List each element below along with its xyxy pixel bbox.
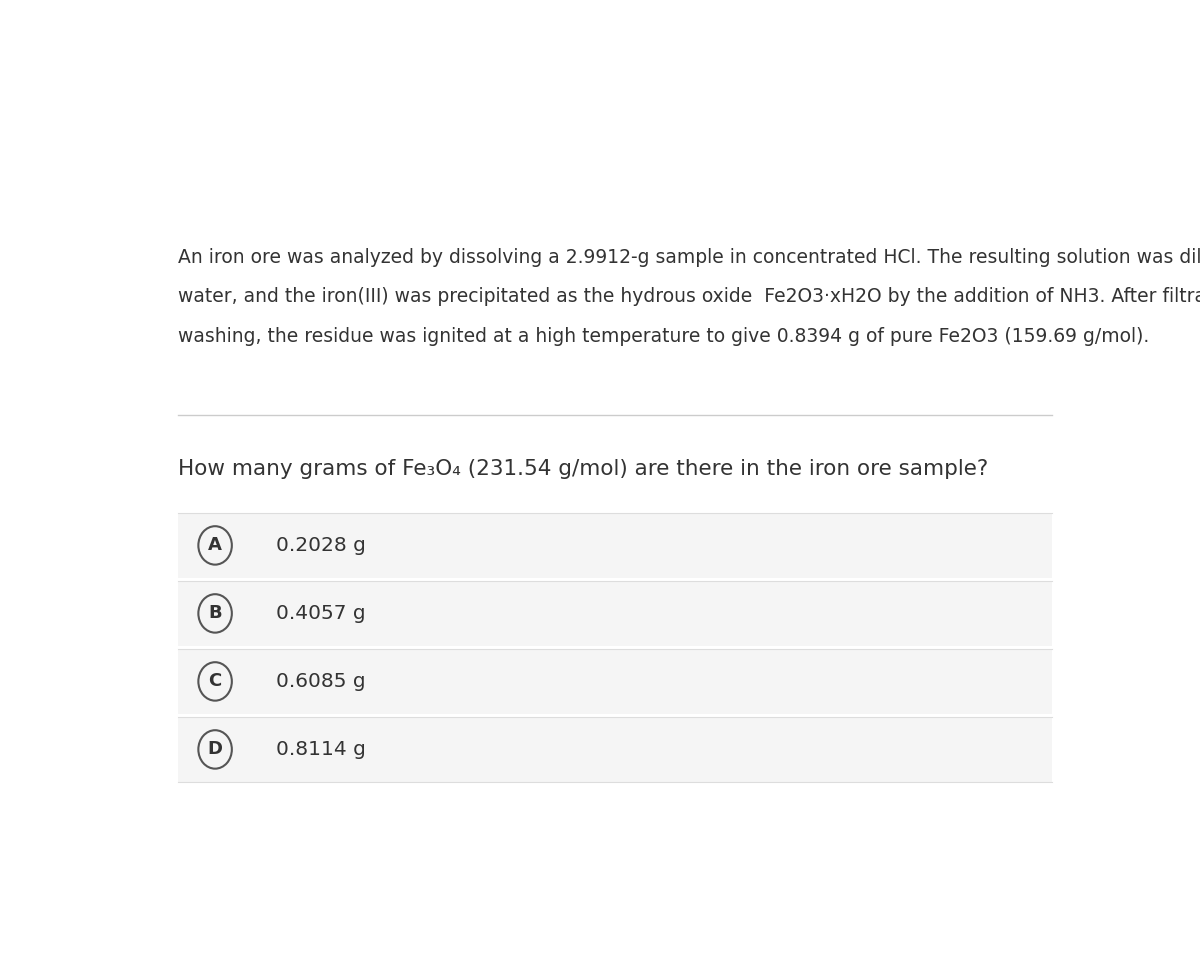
FancyBboxPatch shape — [178, 513, 1052, 578]
Text: D: D — [208, 740, 223, 758]
Text: An iron ore was analyzed by dissolving a 2.9912-g sample in concentrated HCl. Th: An iron ore was analyzed by dissolving a… — [178, 249, 1200, 267]
Text: washing, the residue was ignited at a high temperature to give 0.8394 g of pure : washing, the residue was ignited at a hi… — [178, 326, 1150, 346]
Text: water, and the iron(III) was precipitated as the hydrous oxide  Fe2O3·xH2O by th: water, and the iron(III) was precipitate… — [178, 287, 1200, 306]
Text: 0.6085 g: 0.6085 g — [276, 672, 365, 691]
Text: 0.2028 g: 0.2028 g — [276, 536, 366, 555]
FancyBboxPatch shape — [178, 581, 1052, 646]
Text: C: C — [209, 672, 222, 690]
Text: A: A — [208, 537, 222, 555]
FancyBboxPatch shape — [178, 649, 1052, 714]
Text: B: B — [209, 605, 222, 622]
Text: How many grams of Fe₃O₄ (231.54 g/mol) are there in the iron ore sample?: How many grams of Fe₃O₄ (231.54 g/mol) a… — [178, 459, 988, 479]
Text: 0.8114 g: 0.8114 g — [276, 740, 366, 759]
FancyBboxPatch shape — [178, 717, 1052, 782]
Text: 0.4057 g: 0.4057 g — [276, 604, 365, 623]
